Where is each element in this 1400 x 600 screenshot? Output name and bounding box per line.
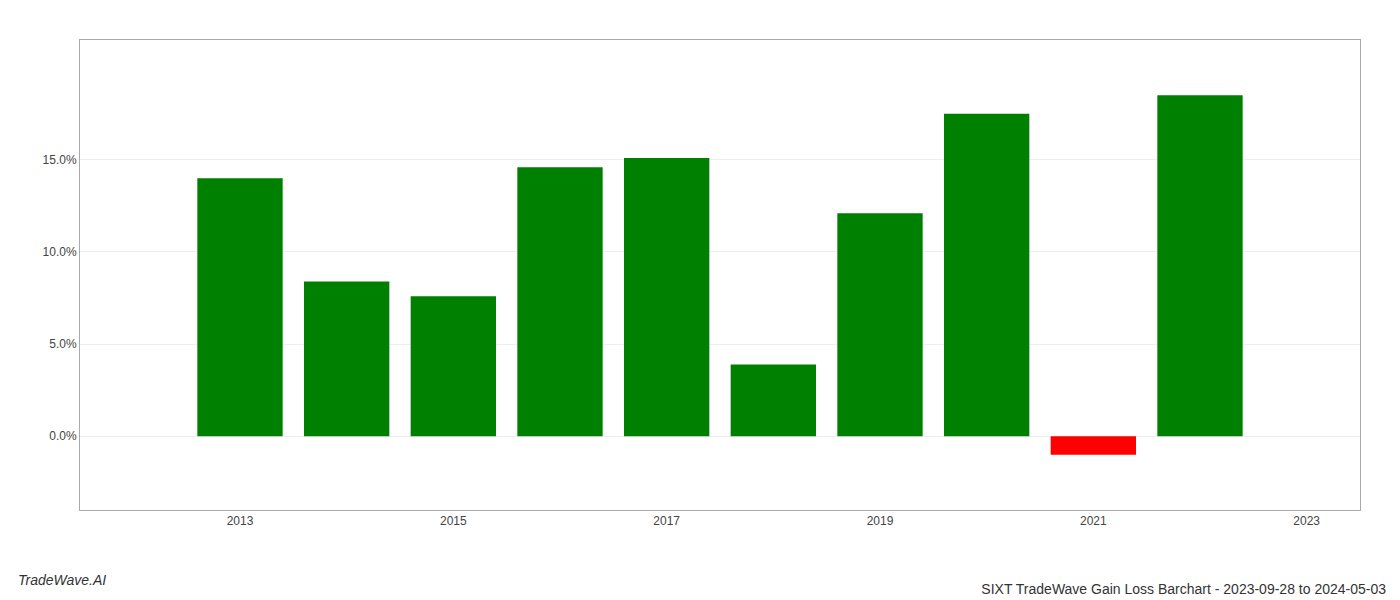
svg-text:2013: 2013 [227,514,254,528]
svg-text:10.0%: 10.0% [43,245,77,259]
svg-text:15.0%: 15.0% [43,153,77,167]
svg-text:2021: 2021 [1080,514,1107,528]
svg-text:SIXT TradeWave Gain Loss Barch: SIXT TradeWave Gain Loss Barchart - 2023… [981,581,1386,597]
svg-text:TradeWave.AI: TradeWave.AI [18,572,106,588]
svg-text:2017: 2017 [653,514,680,528]
svg-text:2015: 2015 [440,514,467,528]
svg-text:2023: 2023 [1293,514,1320,528]
svg-text:5.0%: 5.0% [49,337,77,351]
svg-text:0.0%: 0.0% [49,429,77,443]
svg-text:2019: 2019 [867,514,894,528]
